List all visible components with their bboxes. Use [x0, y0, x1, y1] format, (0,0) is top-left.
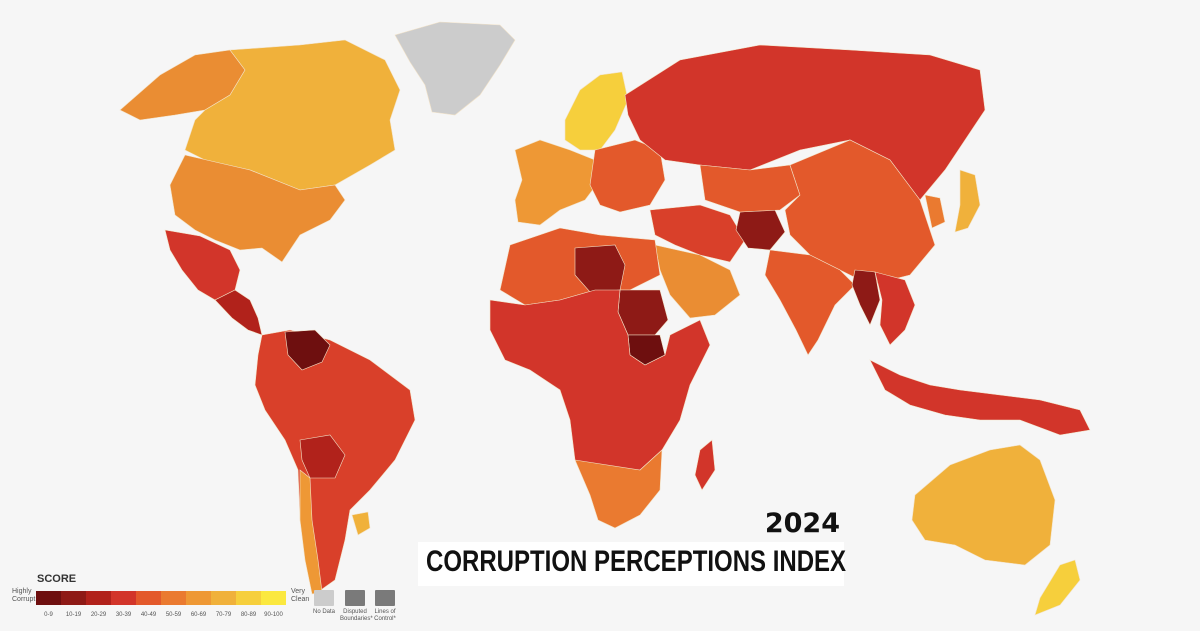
legend-swatch	[261, 591, 286, 605]
legend-tick: 40-49	[140, 612, 157, 618]
legend-disputed-swatch	[345, 590, 365, 606]
region-central-asia	[699, 164, 801, 213]
legend-title: SCORE	[37, 573, 77, 585]
region-greenland	[394, 21, 516, 116]
region-africa	[489, 289, 711, 476]
title-background	[418, 542, 844, 586]
legend-no-data-swatch	[314, 590, 334, 606]
region-middle-east	[649, 204, 746, 263]
region-southern-africa	[574, 449, 663, 529]
legend-swatch	[86, 591, 111, 605]
region-southeast-asia	[874, 271, 916, 346]
legend-tick: 30-39	[115, 612, 132, 618]
region-arabia	[654, 244, 741, 319]
legend-no-data: No Data	[309, 590, 339, 616]
region-eastern-europe	[589, 139, 666, 213]
legend-tick: 0-9	[44, 612, 53, 618]
legend-swatch	[36, 591, 61, 605]
region-japan	[954, 169, 981, 233]
legend-swatch	[61, 591, 86, 605]
legend-tick: 90-100	[264, 612, 283, 618]
region-venezuela	[284, 329, 331, 371]
legend-lines-of-control-label: Lines of Control*	[374, 609, 396, 622]
legend-swatch	[136, 591, 161, 605]
region-western-europe	[514, 139, 601, 226]
region-madagascar	[694, 439, 716, 491]
legend-tick: 60-69	[190, 612, 207, 618]
region-usa	[169, 154, 346, 263]
region-afghanistan	[735, 209, 786, 251]
region-new-zealand	[1034, 559, 1081, 616]
legend-tick: 20-29	[90, 612, 107, 618]
year-label: 2024	[764, 508, 840, 539]
region-sudan	[617, 289, 669, 336]
region-central-america	[214, 289, 263, 336]
region-scandinavia	[564, 71, 629, 151]
legend-lines-of-control: Lines of Control*	[370, 590, 400, 623]
region-indonesia	[869, 359, 1091, 436]
region-korea	[924, 194, 946, 229]
legend-swatch	[211, 591, 236, 605]
legend-tick: 70-79	[215, 612, 232, 618]
legend-swatch	[111, 591, 136, 605]
legend-swatch	[161, 591, 186, 605]
legend-tick: 50-59	[165, 612, 182, 618]
region-uruguay	[351, 511, 371, 536]
legend-tick: 80-89	[240, 612, 257, 618]
map-title: CORRUPTION PERCEPTIONS INDEX	[426, 545, 847, 578]
legend-swatch	[186, 591, 211, 605]
legend-disputed-label: Disputed Boundaries*	[340, 609, 373, 622]
legend-tick: 10-19	[65, 612, 82, 618]
legend-color-scale	[36, 591, 286, 605]
legend-low-label: Highly Corrupt	[12, 588, 36, 603]
legend-disputed: Disputed Boundaries*	[340, 590, 373, 623]
legend-tick-labels: 0-9 10-19 20-29 30-39 40-49 50-59 60-69 …	[36, 612, 286, 618]
legend-no-data-label: No Data	[312, 609, 335, 615]
region-myanmar	[851, 269, 881, 326]
region-australia	[911, 444, 1056, 566]
region-bolivia	[299, 434, 346, 479]
legend-high-label: Very Clean	[291, 588, 310, 603]
legend-lines-of-control-swatch	[375, 590, 395, 606]
region-india	[764, 249, 856, 356]
legend-swatch	[236, 591, 261, 605]
